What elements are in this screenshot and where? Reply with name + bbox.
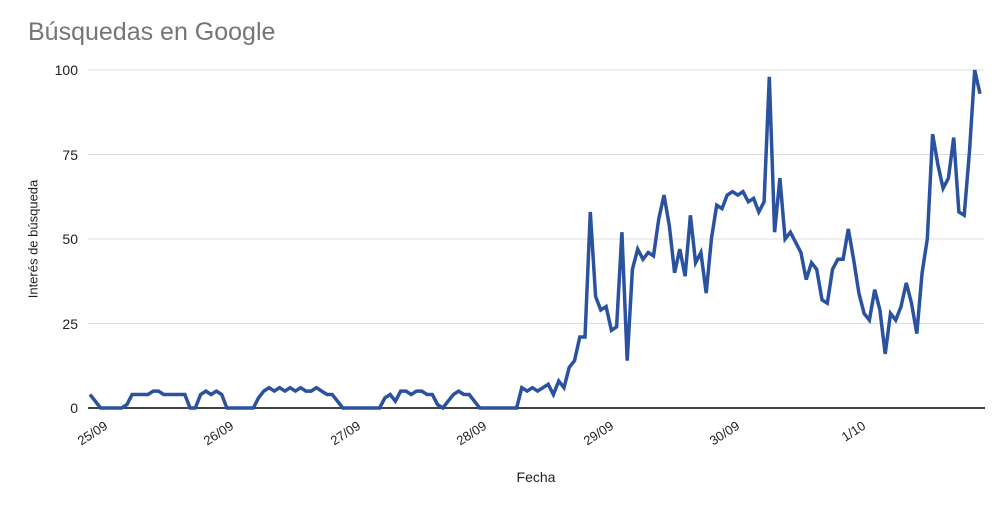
- y-tick-label: 25: [62, 315, 78, 332]
- y-tick-label: 100: [54, 62, 78, 78]
- y-axis-title: Interés de búsqueda: [25, 179, 41, 299]
- y-tick-label: 50: [62, 231, 78, 247]
- x-axis-title: Fecha: [516, 469, 556, 485]
- y-tick-label: 75: [62, 146, 78, 163]
- chart-title: Búsquedas en Google: [28, 18, 276, 46]
- y-tick-label: 0: [70, 400, 78, 416]
- trend-line: [88, 69, 982, 411]
- gridlines: [88, 69, 984, 324]
